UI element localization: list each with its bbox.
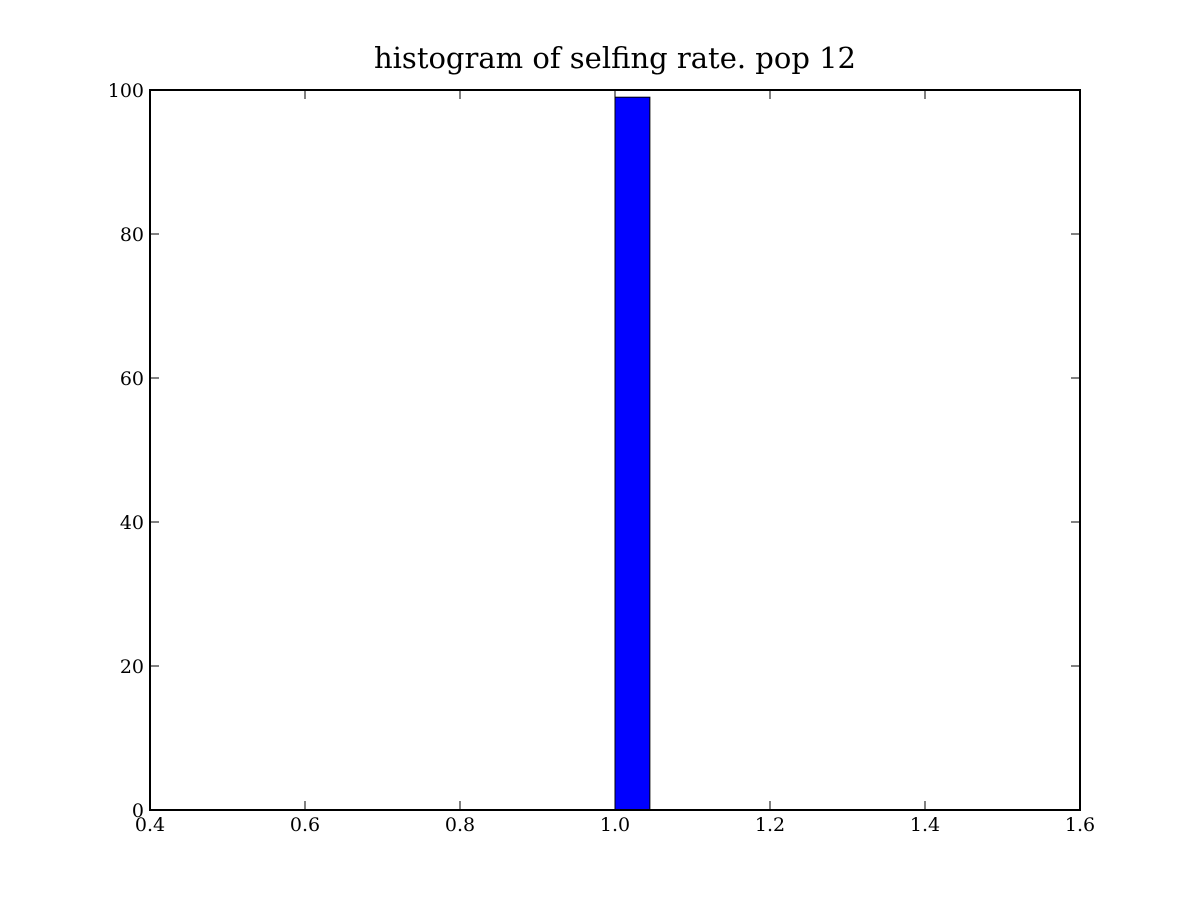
y-tick-label-2: 40 <box>120 512 144 534</box>
x-tick-label-1: 0.6 <box>290 814 320 836</box>
histogram-bar-0 <box>614 96 651 811</box>
y-tick-label-5: 100 <box>108 80 144 102</box>
x-tick-label-0: 0.4 <box>135 814 165 836</box>
plot-area-frame <box>149 89 1081 811</box>
bars-layer <box>614 96 651 811</box>
x-tick-label-4: 1.2 <box>755 814 785 836</box>
x-tick-labels: 0.4 0.6 0.8 1.0 1.2 1.4 1.6 <box>135 814 1095 836</box>
chart-title: histogram of selfing rate. pop 12 <box>374 41 856 75</box>
x-tick-label-6: 1.6 <box>1065 814 1095 836</box>
y-tick-labels: 0 20 40 60 80 100 <box>108 80 144 822</box>
x-tick-label-2: 0.8 <box>445 814 475 836</box>
y-tick-label-1: 20 <box>120 656 144 678</box>
y-tick-label-3: 60 <box>120 368 144 390</box>
x-tick-label-5: 1.4 <box>910 814 940 836</box>
y-tick-label-0: 0 <box>132 800 144 822</box>
x-tick-label-3: 1.0 <box>600 814 630 836</box>
y-tick-label-4: 80 <box>120 224 144 246</box>
